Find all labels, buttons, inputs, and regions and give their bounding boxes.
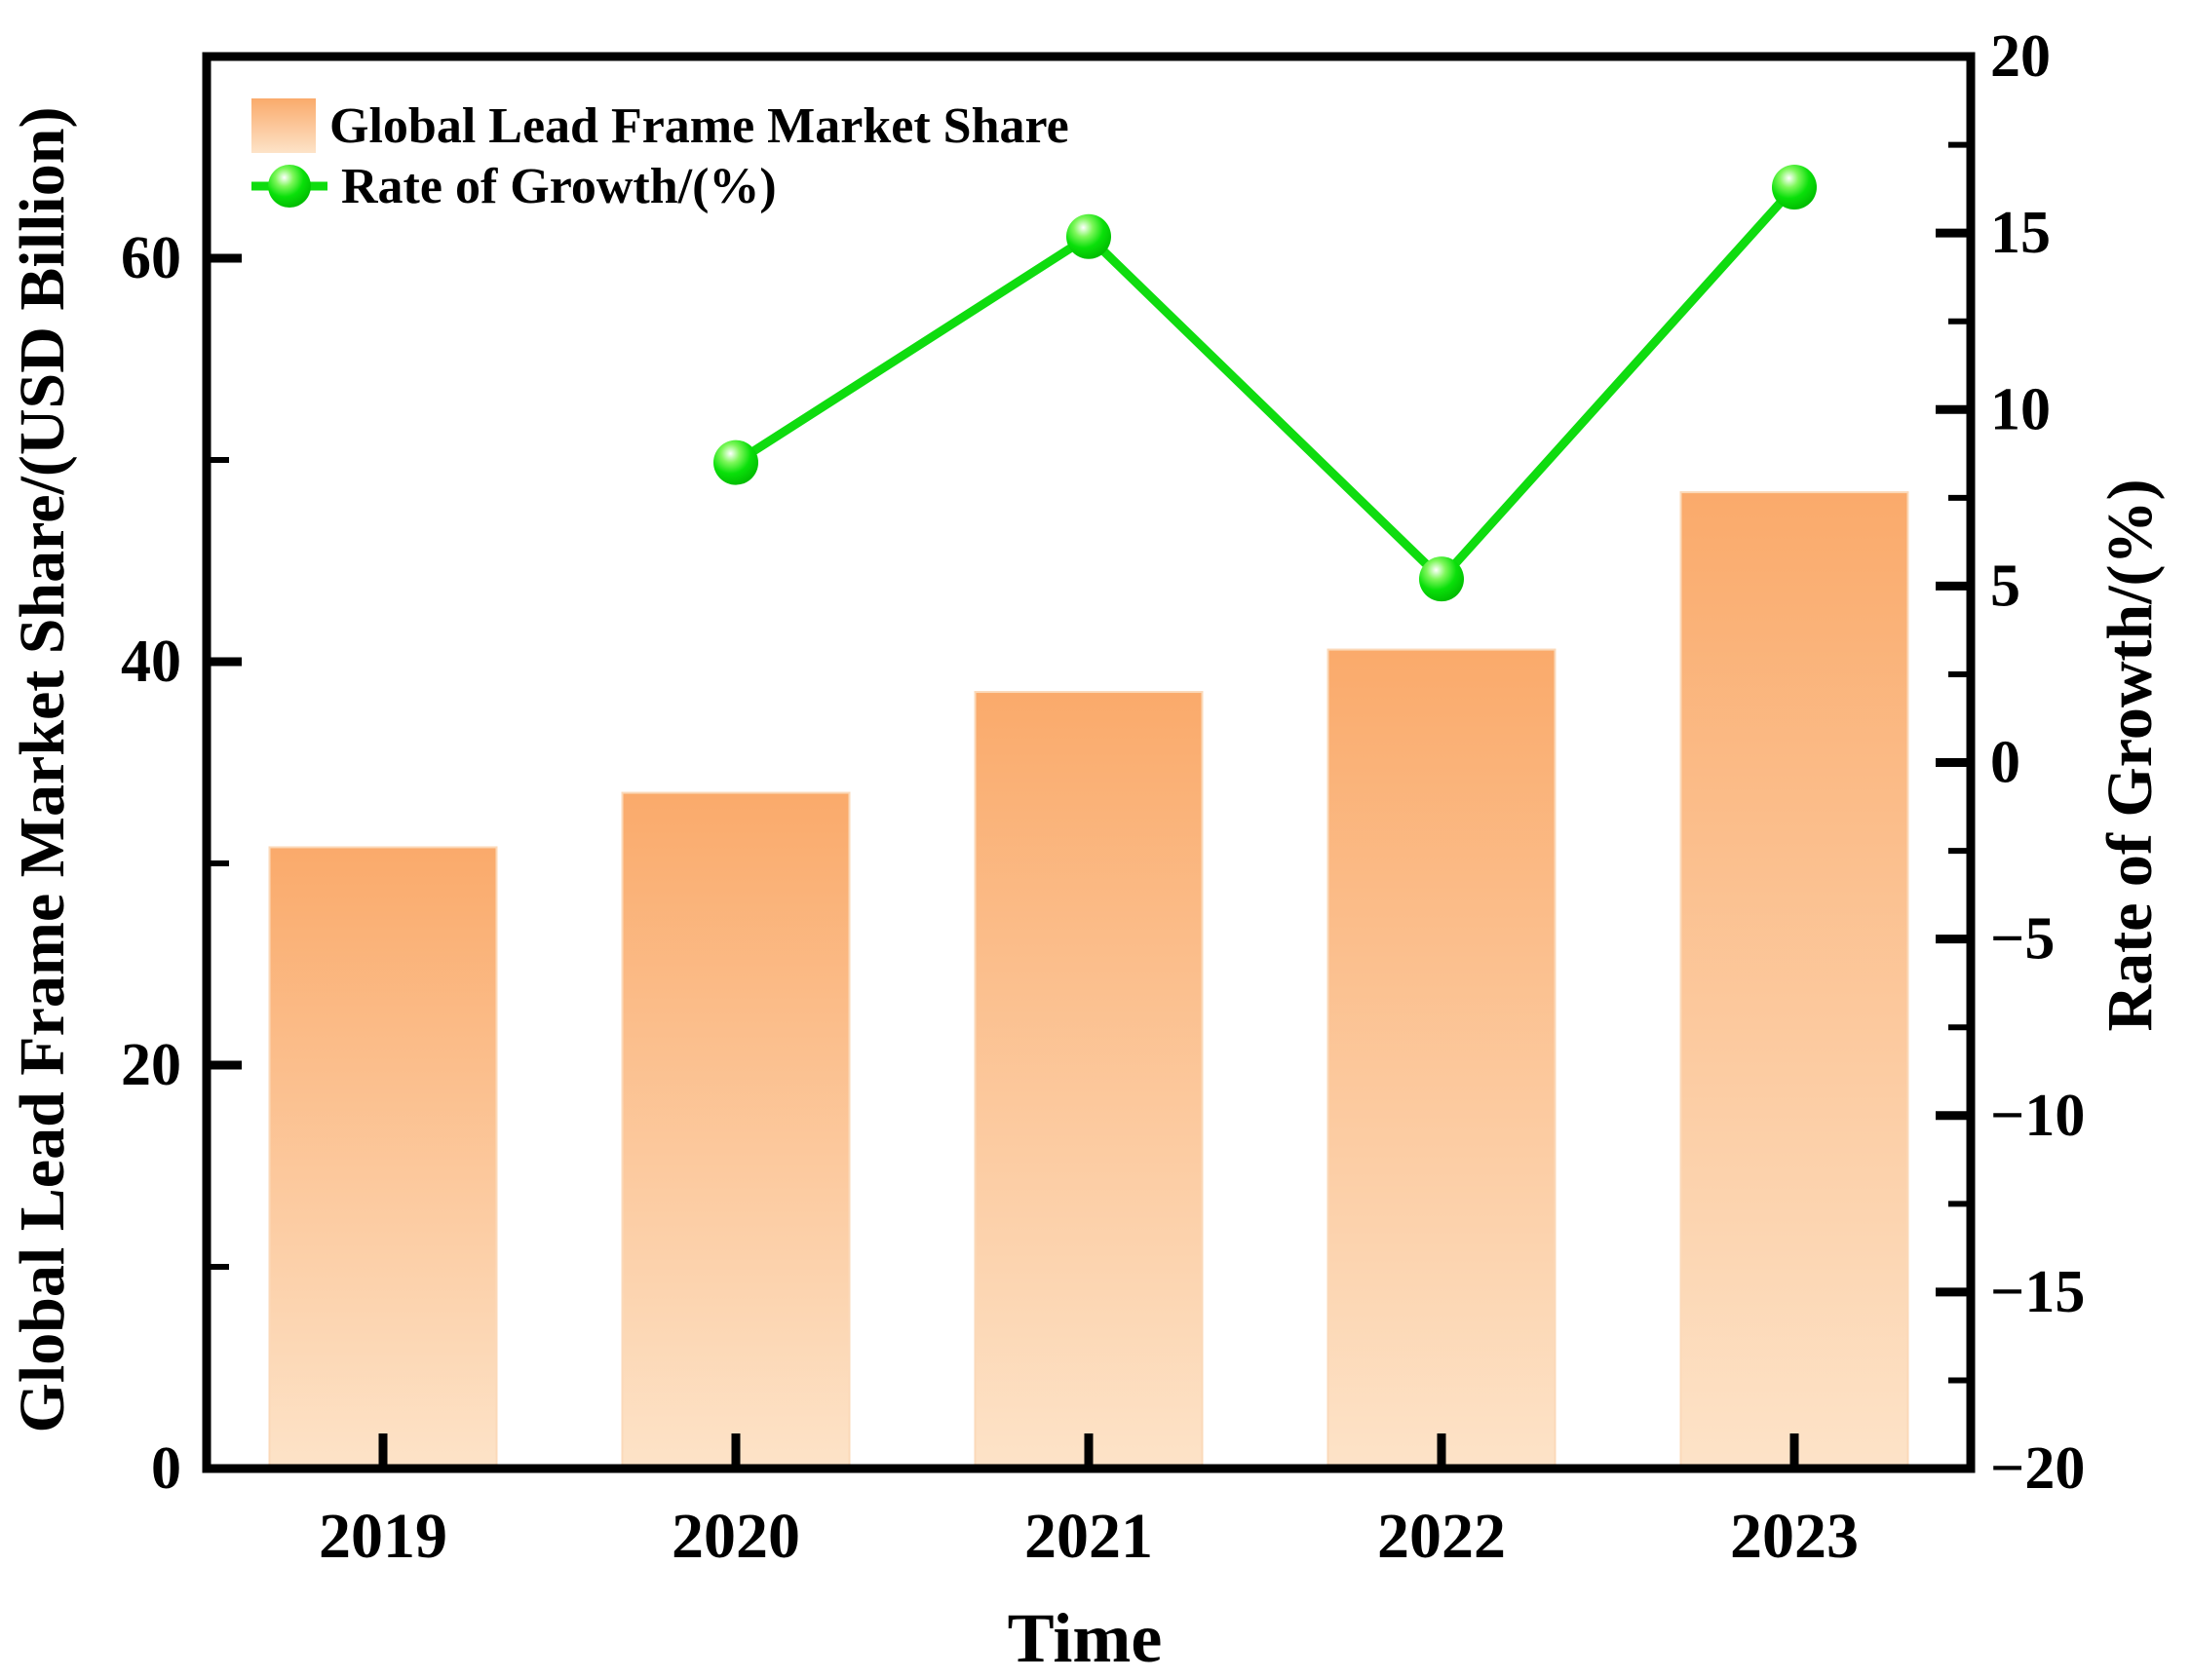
y-right-tick-label: −15	[1990, 1259, 2085, 1325]
x-axis-title: Time	[1007, 1599, 1163, 1677]
bar-2022	[1326, 648, 1557, 1470]
legend-label-bars: Global Lead Frame Market Share	[329, 97, 1069, 154]
x-tick-label: 2021	[1024, 1501, 1153, 1572]
left-axis-title: Global Lead Frame Market Share/(USD Bill…	[7, 106, 78, 1433]
y-left-tick-label: 0	[151, 1435, 181, 1502]
y-right-tick-label: −20	[1990, 1435, 2085, 1502]
growth-marker-2021	[1066, 213, 1111, 259]
x-tick-label: 2019	[319, 1501, 447, 1572]
y-left-tick-label: 40	[121, 629, 181, 695]
growth-line	[731, 182, 1799, 584]
y-right-tick-label: −5	[1990, 906, 2055, 973]
x-tick-label: 2022	[1377, 1501, 1506, 1572]
y-right-tick-label: 20	[1990, 23, 2051, 90]
legend-item-line: Rate of Growth/(%)	[251, 156, 1069, 216]
bar-2021	[974, 691, 1204, 1470]
y-right-tick-label: 10	[1990, 376, 2051, 442]
line-series-marker-icon	[251, 159, 327, 213]
y-right-tick-label: 15	[1990, 200, 2051, 266]
y-right-tick-label: 5	[1990, 553, 2020, 619]
x-tick-label: 2023	[1730, 1501, 1859, 1572]
growth-marker-2020	[713, 439, 758, 485]
y-right-tick-label: −10	[1990, 1083, 2085, 1149]
bar-2023	[1679, 491, 1909, 1470]
legend-item-bars: Global Lead Frame Market Share	[251, 95, 1069, 156]
y-right-tick-label: 0	[1990, 730, 2020, 796]
growth-marker-2023	[1772, 165, 1817, 210]
growth-marker-2022	[1419, 556, 1464, 602]
legend-label-line: Rate of Growth/(%)	[341, 158, 777, 214]
y-left-tick-label: 20	[121, 1032, 181, 1098]
x-tick-label: 2020	[672, 1501, 800, 1572]
right-axis-title: Rate of Growth/(%)	[2095, 478, 2166, 1032]
bar-2019	[268, 846, 498, 1470]
bar-2020	[621, 791, 851, 1470]
y-left-tick-label: 60	[121, 225, 181, 291]
axes-frame	[202, 52, 1976, 1473]
bar-series-swatch-icon	[251, 98, 316, 153]
legend: Global Lead Frame Market Share	[251, 95, 1069, 216]
